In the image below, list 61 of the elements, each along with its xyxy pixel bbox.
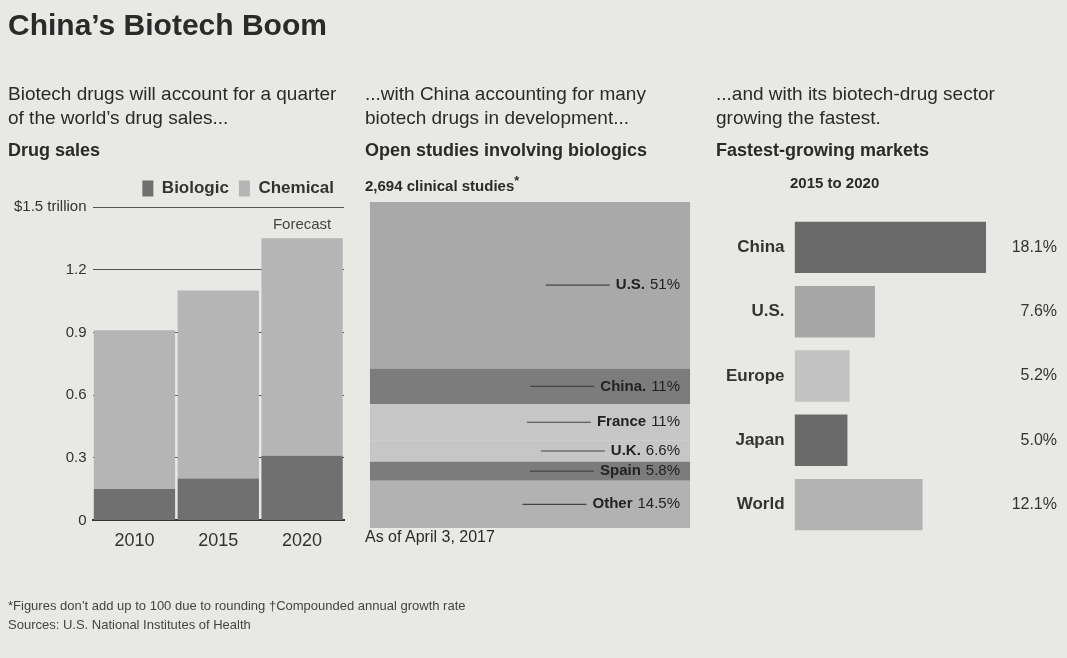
y-tick-label: 0.6 [65,385,87,403]
chart-title: Fastest-growing markets [716,140,931,162]
x-tick-label: 2010 [114,530,155,551]
y-tick-label: Japan [735,430,785,450]
text: 2015 to 2020 [790,174,881,191]
y-tick-label: U.S. [751,301,785,321]
y-tick-label: 1.2 [65,259,87,277]
bar [369,202,691,369]
chart-title: Open studies involving biologics [365,140,649,162]
text: 2,694 clinical studies$^{*}$ [365,174,521,194]
bar [794,350,850,402]
y-tick-label: 0.9 [65,322,87,340]
chart-subtitle: ...and with its biotech-drug sector growing the fastest. [716,82,996,130]
legend-label: Biologic [161,178,229,198]
series-label: Other [592,494,633,512]
series-label: U.S. [615,275,646,293]
series-label: Spain [600,461,641,479]
bar [93,489,176,520]
data-label: 5.8% [645,461,681,479]
bar [369,368,691,405]
y-tick-label: $1.5 trillion [13,197,87,215]
bar [369,461,691,481]
data-label: 11% [651,412,681,430]
data-label: 5.0% [1020,430,1057,448]
data-label: 7.6% [1020,302,1057,320]
bar [794,414,848,467]
bar [794,478,923,531]
data-label: 5.2% [1020,366,1057,384]
chart-subtitle: Biotech drugs will account for a quarter of the world’s drug sales... [8,82,338,130]
bar [261,238,343,456]
text: China’s Biotech Boom [8,8,327,42]
series-label: China. [600,376,647,394]
data-label: 51% [650,275,681,293]
source-note: Sources: U.S. National Institutes of Health [8,616,252,634]
data-label: 6.6% [645,441,681,459]
bar [177,290,259,479]
x-tick-label: 2020 [282,530,323,551]
bar [261,455,343,520]
legend-label: Chemical [258,178,335,198]
bar [369,480,691,528]
chart-subtitle: ...with China accounting for many biotech drugs in development... [365,82,647,130]
data-label: 12.1% [1011,495,1057,513]
data-label: 18.1% [1011,237,1057,255]
bar [794,285,875,338]
data-label: 14.5% [637,494,681,512]
y-tick-label: China [737,237,786,257]
annotation: As of April 3, 2017 [365,528,496,546]
data-label: 11% [651,376,681,394]
y-tick-label: Europe [726,365,785,385]
bar [177,478,259,520]
bar [794,221,986,274]
y-tick-label: World [736,494,785,514]
annotation: Forecast [272,214,333,232]
series-label: U.K. [610,441,641,459]
chart-title: Drug sales [8,140,102,162]
text: *Figures don’t add up to 100 due to rounding †Compounded annual growth rate [8,597,466,615]
x-tick-label: 2015 [198,530,239,551]
series-label: France [596,412,647,430]
y-tick-label: 0.3 [65,447,87,465]
y-tick-label: 0 [78,510,87,528]
bar [93,330,176,490]
